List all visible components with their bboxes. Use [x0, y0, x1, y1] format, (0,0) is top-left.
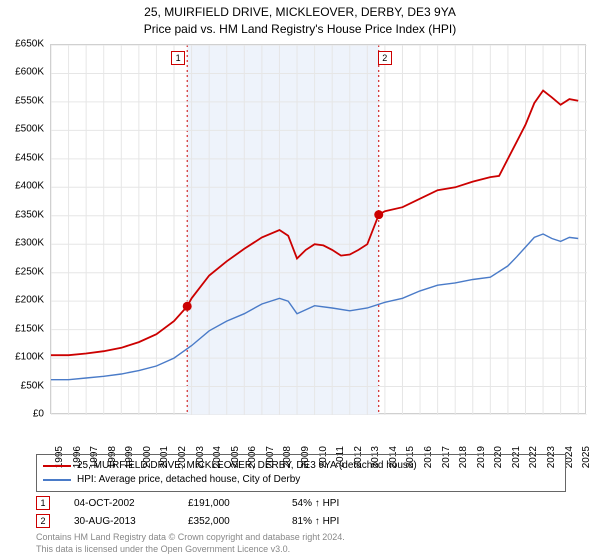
- sale-marker-box: 2: [36, 514, 50, 528]
- sale-marker-1: 1: [171, 51, 185, 65]
- plot-area: 12: [50, 44, 586, 414]
- y-tick-label: £400K: [15, 181, 44, 192]
- x-tick-label: 2025: [581, 446, 592, 468]
- y-tick-label: £50K: [21, 380, 44, 391]
- y-tick-label: £500K: [15, 124, 44, 135]
- x-axis: 1995199619971998199920002001200220032004…: [50, 416, 586, 456]
- title-block: 25, MUIRFIELD DRIVE, MICKLEOVER, DERBY, …: [0, 0, 600, 40]
- y-tick-label: £550K: [15, 95, 44, 106]
- sale-row: 2 30-AUG-2013 £352,000 81% ↑ HPI: [36, 512, 566, 530]
- sale-date: 30-AUG-2013: [74, 516, 164, 527]
- legend-swatch: [43, 479, 71, 481]
- y-tick-label: £0: [33, 409, 44, 420]
- y-axis: £0£50K£100K£150K£200K£250K£300K£350K£400…: [0, 44, 48, 414]
- title-line-2: Price paid vs. HM Land Registry's House …: [0, 21, 600, 38]
- y-tick-label: £200K: [15, 295, 44, 306]
- sale-marker-box: 1: [36, 496, 50, 510]
- sale-marker-2: 2: [378, 51, 392, 65]
- y-tick-label: £250K: [15, 266, 44, 277]
- footer-line-1: Contains HM Land Registry data © Crown c…: [36, 532, 345, 544]
- chart-svg: [51, 45, 587, 415]
- legend-item: HPI: Average price, detached house, City…: [43, 473, 559, 487]
- sale-hpi: 81% ↑ HPI: [292, 516, 382, 527]
- legend-item: 25, MUIRFIELD DRIVE, MICKLEOVER, DERBY, …: [43, 459, 559, 473]
- y-tick-label: £300K: [15, 238, 44, 249]
- sale-price: £352,000: [188, 516, 268, 527]
- legend-label: HPI: Average price, detached house, City…: [77, 473, 300, 487]
- sale-hpi: 54% ↑ HPI: [292, 498, 382, 509]
- legend: 25, MUIRFIELD DRIVE, MICKLEOVER, DERBY, …: [36, 454, 566, 492]
- sale-row: 1 04-OCT-2002 £191,000 54% ↑ HPI: [36, 494, 566, 512]
- legend-swatch: [43, 465, 71, 467]
- y-tick-label: £350K: [15, 209, 44, 220]
- y-tick-label: £600K: [15, 67, 44, 78]
- chart-container: 25, MUIRFIELD DRIVE, MICKLEOVER, DERBY, …: [0, 0, 600, 560]
- sale-date: 04-OCT-2002: [74, 498, 164, 509]
- sale-price: £191,000: [188, 498, 268, 509]
- footer: Contains HM Land Registry data © Crown c…: [36, 532, 345, 555]
- sales-table: 1 04-OCT-2002 £191,000 54% ↑ HPI 2 30-AUG-201…: [36, 494, 566, 530]
- y-tick-label: £450K: [15, 152, 44, 163]
- y-tick-label: £150K: [15, 323, 44, 334]
- y-tick-label: £100K: [15, 352, 44, 363]
- legend-label: 25, MUIRFIELD DRIVE, MICKLEOVER, DERBY, …: [77, 459, 417, 473]
- title-line-1: 25, MUIRFIELD DRIVE, MICKLEOVER, DERBY, …: [0, 4, 600, 21]
- y-tick-label: £650K: [15, 39, 44, 50]
- footer-line-2: This data is licensed under the Open Gov…: [36, 544, 345, 556]
